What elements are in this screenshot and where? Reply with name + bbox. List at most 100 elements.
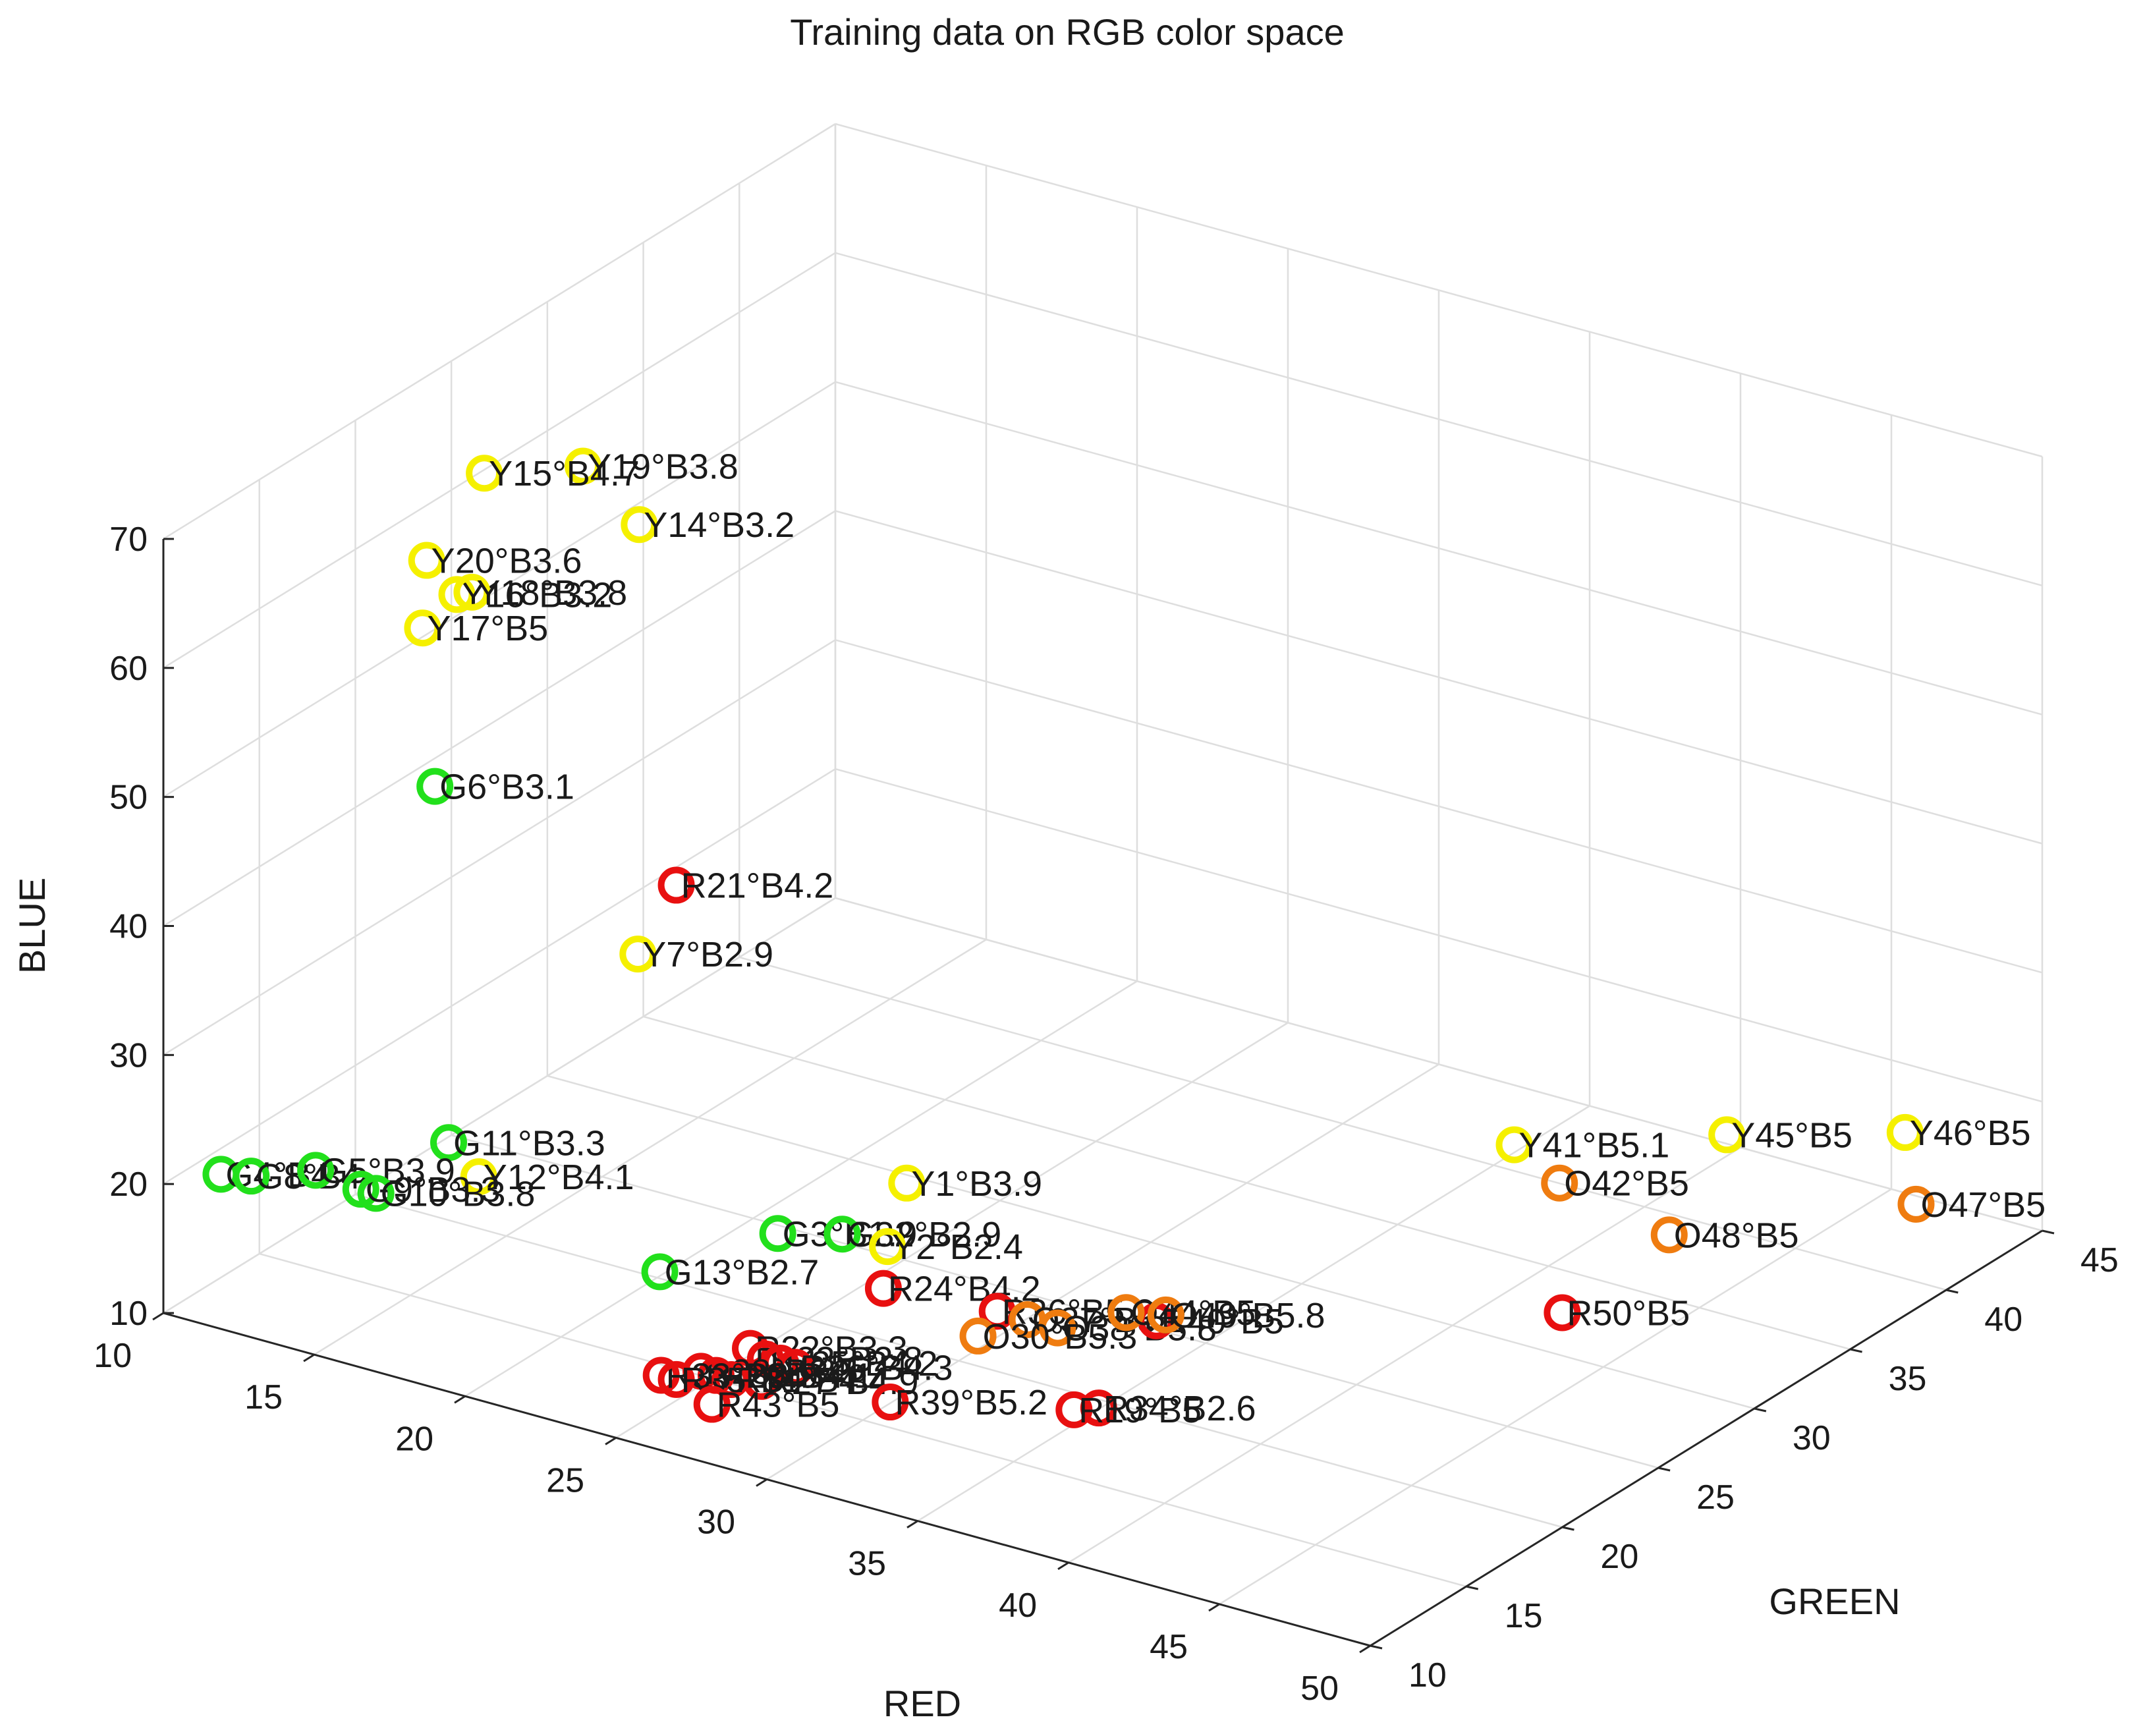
x-tick <box>303 1353 315 1362</box>
data-label-y20: Y20°B3.6 <box>432 542 582 581</box>
data-point-g5 <box>297 1152 335 1189</box>
data-point-y19 <box>565 447 601 485</box>
y-tick-label: 25 <box>1696 1478 1735 1517</box>
data-label-y18: Y18°B3.8 <box>476 573 627 613</box>
z-tick-label: 30 <box>109 1036 148 1075</box>
data-point-g11 <box>430 1124 467 1162</box>
x-tick <box>152 1312 164 1321</box>
data-label-o48: O48°B5 <box>1674 1216 1799 1255</box>
tick-layer: 10 15 20 25 30 35 40 45 50 10 15 20 25 30 35 40 45 10 20 30… <box>94 520 2119 1708</box>
x-tick <box>1057 1561 1069 1571</box>
y-tick-label: 10 <box>1408 1656 1447 1694</box>
data-point-r26 <box>777 1349 814 1386</box>
y-tick <box>1945 1289 1959 1294</box>
data-label-g10: G10°B3.8 <box>381 1174 536 1214</box>
data-point-r25 <box>762 1345 799 1382</box>
data-point-o47 <box>1897 1185 1935 1223</box>
grid-line <box>1068 1146 1741 1563</box>
grid-line <box>835 768 2043 1103</box>
data-point-o38 <box>1039 1309 1076 1347</box>
data-point-r50 <box>1544 1294 1581 1331</box>
data-point-o42 <box>1541 1164 1578 1202</box>
data-point-g9 <box>342 1171 379 1208</box>
data-point-o49 <box>1147 1296 1184 1333</box>
grid-line <box>835 897 2043 1232</box>
grid-line <box>163 768 836 1185</box>
data-label-r24: R24°B4.2 <box>888 1270 1041 1309</box>
data-point-r24 <box>864 1270 902 1307</box>
data-point-y17 <box>404 609 441 647</box>
data-label-y7: Y7°B2.9 <box>642 935 773 974</box>
data-point-r35 <box>657 1360 695 1398</box>
grid-line <box>163 639 836 1056</box>
grid-layer <box>162 123 2044 1647</box>
grid-line <box>163 252 836 669</box>
x-axis-label: RED <box>883 1683 961 1724</box>
grid-line <box>835 639 2043 974</box>
y-tick <box>1562 1526 1574 1531</box>
x-tick <box>906 1520 918 1528</box>
data-point-g13 <box>641 1253 679 1291</box>
grid-line <box>643 1015 1851 1351</box>
data-label-g13: G13°B2.7 <box>665 1252 820 1292</box>
y-tick-label: 15 <box>1505 1597 1543 1635</box>
x-tick-label: 15 <box>244 1378 283 1416</box>
data-point-y1 <box>888 1164 926 1202</box>
x-tick-label: 50 <box>1300 1669 1339 1708</box>
data-point-g8 <box>233 1158 270 1195</box>
data-label-o49: O49°B5.8 <box>1171 1296 1325 1335</box>
x-tick-label: 35 <box>848 1545 886 1583</box>
data-point-o30 <box>959 1317 997 1355</box>
data-label-g6: G6°B3.1 <box>439 768 574 807</box>
data-label-r34: R34°B2.6 <box>1103 1389 1256 1428</box>
x-tick <box>454 1395 466 1404</box>
grid-line <box>355 1193 1563 1528</box>
data-label-y2: Y2°B2.4 <box>892 1227 1023 1267</box>
data-label-y41: Y41°B5.1 <box>1519 1126 1670 1165</box>
grid-line <box>464 980 1138 1397</box>
grid-line <box>835 123 2043 458</box>
data-label-o42: O42°B5 <box>1564 1164 1689 1204</box>
data-label-g11: G11°B3.3 <box>453 1123 605 1163</box>
data-label-o47: O47°B5 <box>1920 1185 2046 1225</box>
data-point-g3 <box>759 1215 796 1252</box>
data-label-r39: R39°B5.2 <box>895 1383 1047 1422</box>
data-point-y14 <box>621 506 658 544</box>
data-point-r19 <box>1055 1391 1093 1428</box>
data-point-r33 <box>642 1357 680 1394</box>
data-label-y14: Y14°B3.2 <box>644 505 794 545</box>
z-tick-label: 20 <box>109 1165 148 1204</box>
data-point-y46 <box>1886 1113 1924 1151</box>
grid-line <box>738 956 1947 1291</box>
y-tick <box>1658 1467 1671 1472</box>
data-label-y46: Y46°B5 <box>1910 1113 2031 1153</box>
data-label-r21: R21°B4.2 <box>681 866 834 906</box>
data-label-y1: Y1°B3.9 <box>911 1164 1042 1204</box>
x-tick <box>1359 1644 1371 1654</box>
data-label-y45: Y45°B5 <box>1731 1115 1852 1155</box>
data-point-o48 <box>1650 1216 1688 1254</box>
data-label-y15: Y15°B4.7 <box>489 454 640 493</box>
data-label-y12: Y12°B4.1 <box>484 1158 634 1197</box>
grid-line <box>547 1075 1755 1410</box>
grid-line <box>835 381 2043 715</box>
y-axis-label: GREEN <box>1769 1581 1900 1622</box>
data-point-r34 <box>1080 1389 1117 1427</box>
data-point-g10 <box>357 1175 395 1212</box>
x-tick-label: 10 <box>94 1337 132 1375</box>
x-tick-label: 30 <box>697 1503 735 1542</box>
y-axis <box>1370 1229 2043 1647</box>
x-tick-label: 20 <box>395 1420 433 1458</box>
data-point-g32 <box>823 1216 861 1253</box>
grid-line <box>259 1252 1467 1588</box>
axis-layer <box>162 539 2043 1647</box>
y-tick <box>1466 1585 1479 1590</box>
x-tick-label: 40 <box>999 1586 1037 1625</box>
data-point-g6 <box>416 768 454 805</box>
grid-line <box>835 510 2043 845</box>
data-point-r43 <box>693 1386 731 1423</box>
x-tick-label: 25 <box>546 1461 584 1499</box>
data-point-y18 <box>453 573 491 611</box>
grid-line <box>451 1134 1659 1469</box>
